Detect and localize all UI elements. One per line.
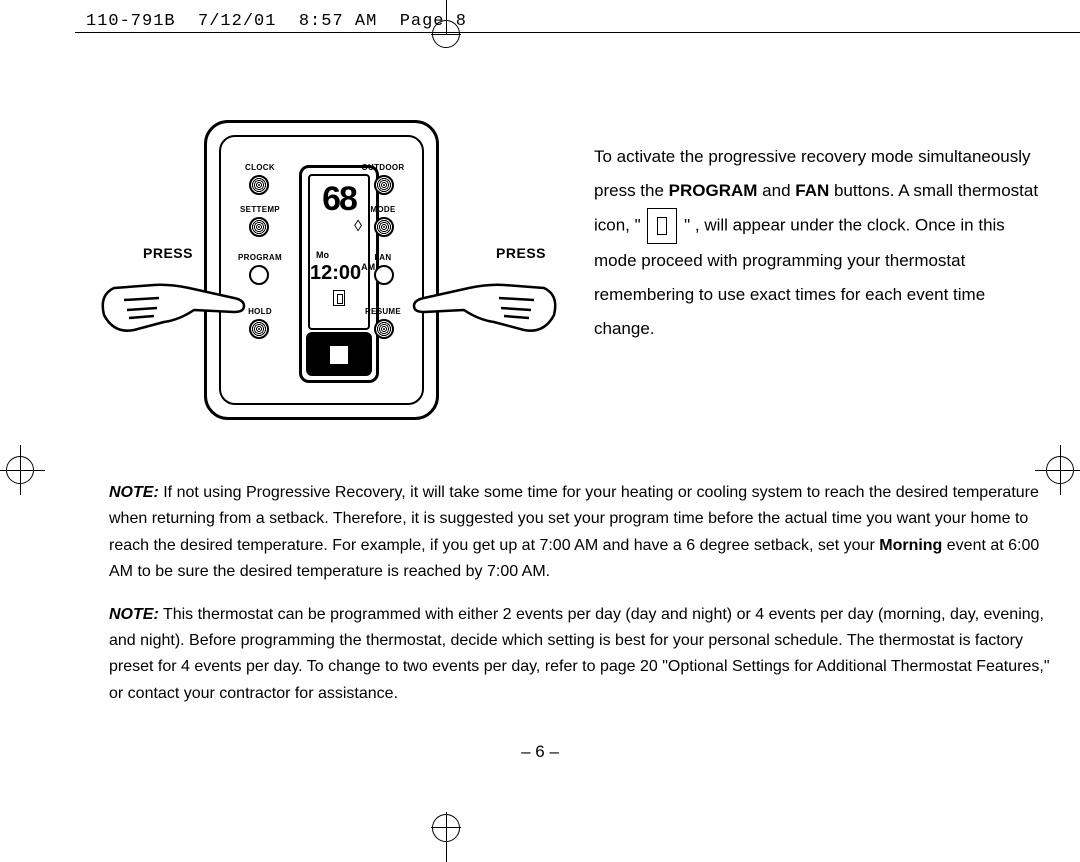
page-content: 68 ◊ Mo 12:00AM CLOCK (109, 110, 1050, 723)
label-outdoor: OUTDOOR (358, 163, 408, 172)
press-left-label: PRESS (143, 245, 193, 261)
button-clock (249, 175, 269, 195)
press-right-label: PRESS (496, 245, 546, 261)
label-mode: MODE (358, 205, 408, 214)
doc-date: 7/12/01 (198, 12, 276, 31)
thermostat-icon (647, 208, 677, 244)
note-2: NOTE: This thermostat can be programmed … (109, 602, 1050, 708)
thermostat-faceplate: 68 ◊ Mo 12:00AM CLOCK (219, 135, 424, 405)
label-clock: CLOCK (235, 163, 285, 172)
thermostat-figure: 68 ◊ Mo 12:00AM CLOCK (109, 110, 534, 430)
lcd-day: Mo (316, 250, 329, 260)
button-resume (374, 319, 394, 339)
note-2-text: This thermostat can be programmed with e… (109, 606, 1050, 702)
lcd-base-indicator (328, 344, 350, 366)
doc-time: 8:57 AM (299, 12, 377, 31)
note-label-2: NOTE: (109, 606, 159, 623)
lcd-ampm: AM (361, 262, 375, 272)
instruction-paragraph: To activate the progressive recovery mod… (594, 110, 1050, 346)
label-fan: FAN (358, 253, 408, 262)
flame-icon: ◊ (354, 218, 362, 236)
page-number: – 6 – (0, 742, 1080, 762)
note-1-bold: Morning (879, 537, 942, 554)
button-mode (374, 217, 394, 237)
left-hand-icon (99, 260, 249, 360)
button-outdoor (374, 175, 394, 195)
thermostat-mini-icon (333, 290, 345, 306)
button-fan (374, 265, 394, 285)
button-program (249, 265, 269, 285)
button-settemp (249, 217, 269, 237)
label-settemp: SETTEMP (235, 205, 285, 214)
instr-bold-fan: FAN (795, 181, 829, 200)
note-1: NOTE: If not using Progressive Recovery,… (109, 480, 1050, 586)
notes-section: NOTE: If not using Progressive Recovery,… (109, 480, 1050, 707)
button-hold (249, 319, 269, 339)
note-label-1: NOTE: (109, 484, 159, 501)
instr-bold-program: PROGRAM (669, 181, 758, 200)
lcd-time-value: 12:00 (310, 262, 361, 284)
right-hand-icon (409, 260, 559, 360)
doc-id: 110-791B (86, 12, 176, 31)
top-row: 68 ◊ Mo 12:00AM CLOCK (109, 110, 1050, 430)
label-resume: RESUME (358, 307, 408, 316)
instr-text-2: and (757, 181, 795, 200)
lcd-frame: 68 ◊ Mo 12:00AM (299, 165, 379, 383)
header-text: 110-791B 7/12/01 8:57 AM Page 8 (86, 12, 467, 31)
lcd-time: 12:00AM (310, 262, 368, 285)
